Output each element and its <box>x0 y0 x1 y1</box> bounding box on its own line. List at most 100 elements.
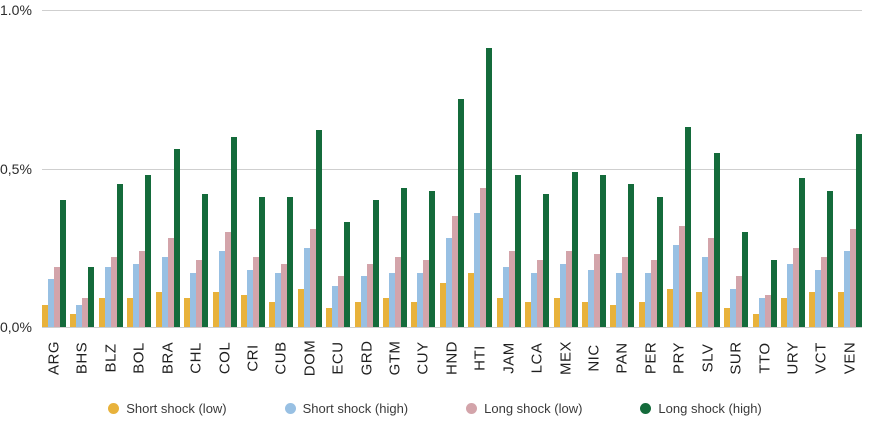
bar <box>303 247 310 327</box>
x-axis-label: GTM <box>386 340 404 376</box>
bar-group-blz <box>98 10 123 327</box>
bar <box>354 301 361 327</box>
bar <box>439 282 446 327</box>
bar <box>531 273 538 327</box>
bar-group-dom <box>297 10 322 327</box>
bar-group-chl <box>184 10 209 327</box>
bar <box>411 301 418 327</box>
bar <box>202 193 209 327</box>
bar <box>571 171 578 327</box>
bar <box>401 187 408 327</box>
bar <box>383 298 390 327</box>
x-axis-label: BRA <box>159 341 177 375</box>
bar-group-pry <box>667 10 692 327</box>
bar <box>423 260 430 327</box>
bar <box>758 298 765 327</box>
bar <box>525 301 532 327</box>
x-label-cell: GRD <box>355 330 379 386</box>
x-label-cell: TTO <box>753 330 777 386</box>
bar <box>594 254 601 327</box>
bar <box>724 307 731 327</box>
bar <box>240 295 247 327</box>
bar-group-sur <box>724 10 749 327</box>
bar <box>360 276 367 327</box>
bar <box>770 260 777 327</box>
bar <box>161 257 168 327</box>
bar <box>468 273 475 327</box>
bar <box>88 266 95 327</box>
bar-group-lca <box>525 10 550 327</box>
x-label-cell: SLV <box>696 330 720 386</box>
x-axis-label: NIC <box>585 344 603 372</box>
x-axis-label: CRI <box>244 344 262 372</box>
bar <box>457 98 464 327</box>
bar <box>212 292 219 327</box>
x-label-cell: LCA <box>525 330 549 386</box>
x-axis-label: SLV <box>699 343 717 373</box>
bar <box>502 266 509 327</box>
bar-group-gtm <box>383 10 408 327</box>
bar <box>553 298 560 327</box>
y-tick-label: 0,0% <box>0 319 32 335</box>
bar-group-ecu <box>326 10 351 327</box>
bar-group-bhs <box>70 10 95 327</box>
bar <box>855 133 862 327</box>
bar <box>707 238 714 327</box>
legend-swatch-icon <box>284 402 296 414</box>
bar <box>486 48 493 327</box>
x-label-cell: BOL <box>127 330 151 386</box>
legend-item: Long shock (low) <box>466 401 582 416</box>
bar <box>537 260 544 327</box>
bar <box>184 298 191 327</box>
bar <box>116 184 123 327</box>
bar <box>815 269 822 327</box>
bar <box>792 247 799 327</box>
bar <box>508 250 515 327</box>
bar <box>218 250 225 327</box>
legend-label: Short shock (low) <box>126 400 227 416</box>
legend-swatch-icon <box>466 402 478 414</box>
x-axis-label: TTO <box>756 342 774 374</box>
bar <box>821 257 828 327</box>
bar <box>780 298 787 327</box>
bar-group-arg <box>42 10 66 327</box>
gridline <box>42 168 862 170</box>
x-axis-label: ECU <box>329 341 347 375</box>
y-tick-label: 0,5% <box>0 160 32 177</box>
bar-group-ury <box>780 10 805 327</box>
bar <box>145 174 152 327</box>
bar <box>60 200 66 327</box>
bar <box>309 228 316 327</box>
bar <box>610 304 617 327</box>
bar <box>514 174 521 327</box>
bar <box>246 269 253 327</box>
x-label-cell: SUR <box>724 330 748 386</box>
bar <box>730 288 737 327</box>
bar-group-slv <box>695 10 720 327</box>
bar <box>127 298 134 327</box>
y-tick-label: 1.0% <box>0 2 32 18</box>
bar <box>638 301 645 327</box>
bar <box>695 292 702 327</box>
bar <box>445 238 452 327</box>
x-label-cell: HND <box>440 330 464 386</box>
bar-group-grd <box>354 10 379 327</box>
x-axis-label: JAM <box>500 342 518 374</box>
bar <box>332 285 339 327</box>
x-label-cell: PER <box>639 330 663 386</box>
x-axis-label: SUR <box>727 341 745 375</box>
bar-group-ven <box>837 10 862 327</box>
bar <box>752 314 759 327</box>
bar <box>582 301 589 327</box>
legend-item: Short shock (high) <box>284 400 409 416</box>
bar <box>600 174 607 327</box>
bar <box>809 292 816 327</box>
bar <box>713 152 720 327</box>
x-axis-label: HND <box>443 341 461 375</box>
bar <box>395 257 402 327</box>
x-axis-label: HTI <box>471 345 489 371</box>
legend-label: Short shock (high) <box>302 400 409 416</box>
bar <box>679 225 686 327</box>
x-label-cell: CHL <box>184 330 208 386</box>
